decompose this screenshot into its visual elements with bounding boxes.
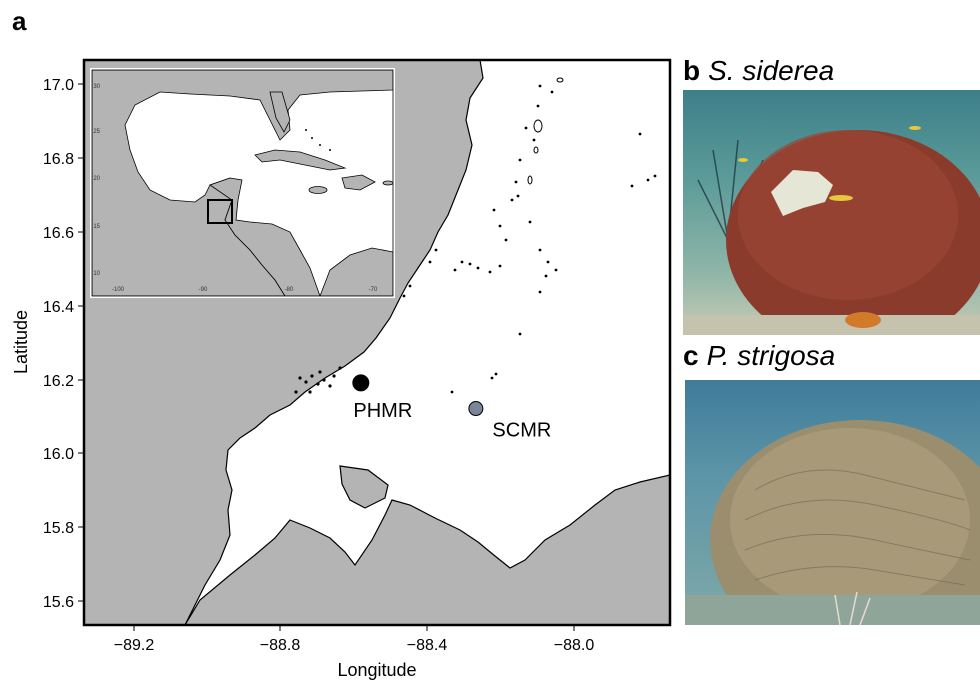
land-peninsula bbox=[339, 465, 389, 509]
inset-y-tick: 25 bbox=[93, 129, 100, 135]
panel-b-species: S. siderea bbox=[708, 55, 835, 86]
inset-x-tick: -100 bbox=[112, 287, 125, 293]
atoll-outlines bbox=[527, 77, 564, 185]
land-honduras bbox=[184, 474, 670, 625]
y-axis-title: Latitude bbox=[11, 310, 31, 374]
panel-b-title: b S. siderea bbox=[683, 55, 834, 87]
y-tick-label: 16.0 bbox=[43, 446, 74, 463]
inset-x-tick: -70 bbox=[369, 287, 378, 293]
y-tick-label: 16.2 bbox=[43, 373, 74, 390]
site-label-phmr: PHMR bbox=[353, 400, 412, 422]
inset-y-tick: 20 bbox=[93, 176, 100, 182]
panel-a-letter: a bbox=[12, 6, 27, 36]
photo-p-strigosa bbox=[685, 380, 980, 625]
inset-map: -100 -90 -80 -70 30 25 20 15 10 bbox=[90, 68, 395, 298]
inset-y-tick: 10 bbox=[93, 271, 100, 277]
site-marker-scmr bbox=[468, 401, 484, 417]
x-axis bbox=[133, 625, 575, 631]
inset-y-tick: 30 bbox=[93, 84, 100, 90]
panel-c-species: P. strigosa bbox=[706, 340, 836, 371]
y-tick-label: 16.4 bbox=[43, 299, 74, 316]
x-tick-label: −89.2 bbox=[114, 637, 155, 654]
y-tick-label: 15.8 bbox=[43, 520, 74, 537]
inset-x-tick: -90 bbox=[199, 287, 208, 293]
photo-s-siderea bbox=[683, 90, 980, 335]
x-axis-title: Longitude bbox=[337, 660, 416, 680]
inset-land-south-america bbox=[319, 247, 393, 296]
panel-b-letter: b bbox=[683, 55, 701, 86]
y-tick-label: 17.0 bbox=[43, 77, 74, 94]
inset-study-area-box bbox=[207, 199, 233, 224]
inset-y-tick: 15 bbox=[93, 224, 100, 230]
panel-c-title: c P. strigosa bbox=[683, 340, 835, 372]
y-tick-label: 16.6 bbox=[43, 225, 74, 242]
y-tick-label: 15.6 bbox=[43, 594, 74, 611]
inset-x-tick: -80 bbox=[285, 287, 294, 293]
y-tick-label: 16.8 bbox=[43, 151, 74, 168]
y-axis bbox=[78, 83, 84, 602]
x-tick-label: −88.4 bbox=[407, 637, 448, 654]
x-tick-label: −88.8 bbox=[260, 637, 301, 654]
x-tick-label: −88.0 bbox=[554, 637, 595, 654]
map-frame bbox=[82, 58, 672, 627]
panel-c-letter: c bbox=[683, 340, 699, 371]
cays bbox=[294, 84, 657, 394]
site-marker-phmr bbox=[352, 374, 370, 392]
site-label-scmr: SCMR bbox=[492, 420, 551, 442]
inset-land-cuba bbox=[254, 149, 347, 171]
